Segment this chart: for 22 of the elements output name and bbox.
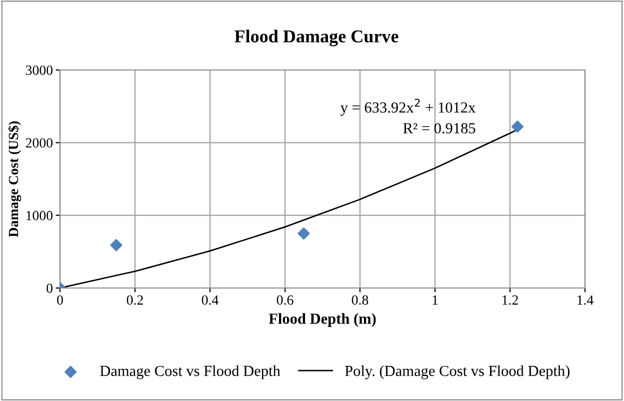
legend-label: Poly. (Damage Cost vs Flood Depth) xyxy=(345,365,570,380)
x-tick-label: 1.4 xyxy=(578,295,594,305)
point xyxy=(298,227,310,240)
point xyxy=(110,239,122,252)
x-tick-label: 0.4 xyxy=(202,295,218,305)
y-tick-label: 1000 xyxy=(26,210,53,220)
point xyxy=(511,120,524,133)
chart-title: Flood Damage Curve xyxy=(234,30,398,46)
x-tick-label: 0.6 xyxy=(276,295,294,305)
x-axis-title: Flood Depth (m) xyxy=(268,313,376,327)
x-tick-label: 0.2 xyxy=(126,295,143,305)
x-tick-label: 0 xyxy=(57,295,63,305)
y-tick-label: 0 xyxy=(46,284,53,293)
x-tick-label: 1 xyxy=(432,295,438,305)
x-tick-label: 0.8 xyxy=(352,295,368,305)
x-tick-label: 1.2 xyxy=(502,295,518,305)
y-tick-label: 3000 xyxy=(26,66,53,75)
y-tick-label: 2000 xyxy=(26,138,53,148)
legend-label: Damage Cost vs Flood Depth xyxy=(100,365,280,380)
annotation: y = 633.92x$^{2}$ + 1012x xyxy=(340,98,476,116)
y-axis-title: Damage Cost (US$) xyxy=(8,121,22,237)
annotation: R² = 0.9185 xyxy=(403,123,476,134)
